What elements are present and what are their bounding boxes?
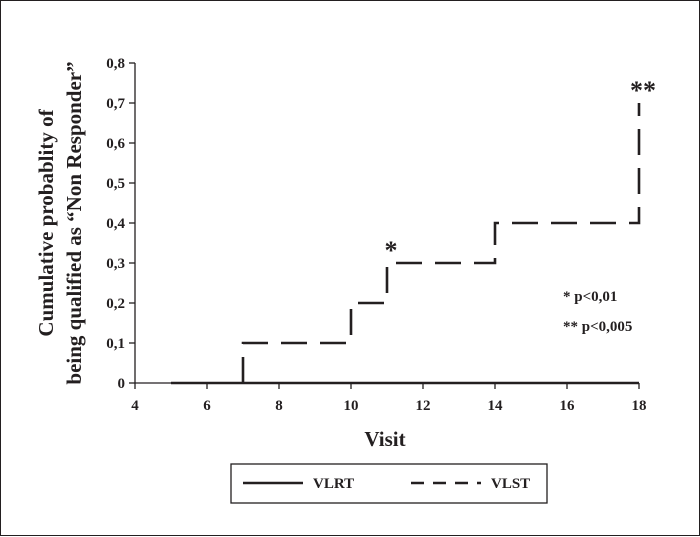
y-axis-title-line-2: being qualified as “Non Responder” [62, 61, 86, 384]
y-tick-label: 0,7 [106, 96, 125, 112]
series-vlst-line [241, 103, 641, 383]
x-tick-label: 6 [203, 398, 211, 414]
y-tick-label: 0,5 [106, 176, 125, 192]
y-axis-title-line-1: Cumulative probablity of [34, 108, 58, 336]
y-ticks: 0 0,1 0,2 0,3 0,4 0,5 0,6 0,7 0,8 [106, 56, 135, 392]
y-tick-label: 0,1 [106, 336, 125, 352]
legend-label-vlrt: VLRT [313, 476, 354, 492]
legend-label-vlst: VLST [491, 476, 530, 492]
y-tick-label: 0,3 [106, 256, 125, 272]
x-tick-label: 12 [416, 398, 431, 414]
legend: VLRT VLST [230, 463, 548, 504]
x-axis-title: Visit [364, 427, 405, 451]
x-tick-label: 4 [131, 398, 139, 414]
y-tick-label: 0,2 [106, 296, 125, 312]
x-tick-label: 14 [488, 398, 504, 414]
annotation-single-star: * [385, 236, 398, 265]
x-tick-label: 10 [344, 398, 359, 414]
series-layer [171, 103, 641, 385]
x-tick-label: 16 [560, 398, 576, 414]
y-tick-label: 0,4 [106, 216, 125, 232]
y-axis-title: Cumulative probablity of being qualified… [34, 61, 86, 384]
annotation-double-star: ** [630, 76, 656, 105]
y-tick-label: 0 [118, 376, 126, 392]
x-tick-label: 8 [275, 398, 283, 414]
note-p-0005: ** p<0,005 [563, 319, 632, 335]
y-tick-label: 0,8 [106, 56, 125, 72]
note-p-001: * p<0,01 [563, 289, 617, 305]
x-ticks: 4 6 8 10 12 14 16 18 [131, 383, 647, 414]
y-tick-label: 0,6 [106, 136, 125, 152]
x-tick-label: 18 [632, 398, 647, 414]
annotations: *** [385, 76, 657, 265]
